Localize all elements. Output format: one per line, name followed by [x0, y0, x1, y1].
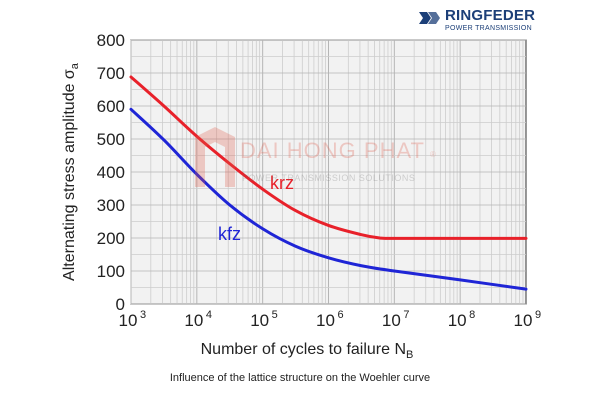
- y-tick-label: 700: [97, 64, 125, 83]
- y-tick-labels: 0 100 200 300 400 500 600 700 800: [97, 31, 125, 314]
- x-tick-exponent: 9: [535, 309, 541, 321]
- y-tick-label: 400: [97, 163, 125, 182]
- brand-logo-block: RINGFEDER POWER TRANSMISSION: [417, 6, 597, 38]
- x-tick-labels: 10 3 10 4 10 5 10 6 10 7 10 8 10 9: [119, 309, 542, 330]
- x-tick-exponent: 8: [469, 309, 475, 321]
- series-label-krz: krz: [270, 173, 294, 193]
- y-tick-label: 500: [97, 130, 125, 149]
- brand-tagline: POWER TRANSMISSION: [445, 25, 532, 32]
- x-tick-exponent: 7: [403, 309, 409, 321]
- series-labels: krz kfz: [218, 173, 294, 244]
- x-tick-label: 10: [382, 311, 401, 330]
- x-axis-label: Number of cycles to failure NB: [201, 341, 414, 361]
- figure-caption: Influence of the lattice structure on th…: [169, 372, 431, 384]
- x-tick-exponent: 4: [206, 309, 212, 321]
- x-tick-exponent: 3: [140, 309, 146, 321]
- series-layer: [129, 75, 528, 291]
- y-tick-label: 0: [116, 295, 125, 314]
- brand-name: RINGFEDER: [445, 7, 536, 24]
- series-label-kfz: kfz: [218, 224, 241, 244]
- x-tick-label: 10: [514, 311, 533, 330]
- y-tick-label: 200: [97, 229, 125, 248]
- grid: [130, 39, 526, 305]
- x-tick-label: 10: [184, 311, 203, 330]
- x-tick-exponent: 6: [338, 309, 344, 321]
- y-tick-label: 600: [97, 97, 125, 116]
- series-line-kfz: [129, 107, 528, 291]
- y-tick-label: 800: [97, 31, 125, 50]
- x-tick-label: 10: [119, 311, 138, 330]
- x-tick-label: 10: [250, 311, 269, 330]
- series-line-krz: [129, 75, 528, 240]
- x-tick-exponent: 5: [272, 309, 278, 321]
- y-tick-label: 300: [97, 196, 125, 215]
- y-axis-label: Alternating stress amplitude σa: [61, 62, 81, 281]
- x-tick-label: 10: [448, 311, 467, 330]
- ringfeder-logo-icon: [419, 12, 440, 24]
- y-tick-label: 100: [97, 262, 125, 281]
- x-tick-label: 10: [316, 311, 335, 330]
